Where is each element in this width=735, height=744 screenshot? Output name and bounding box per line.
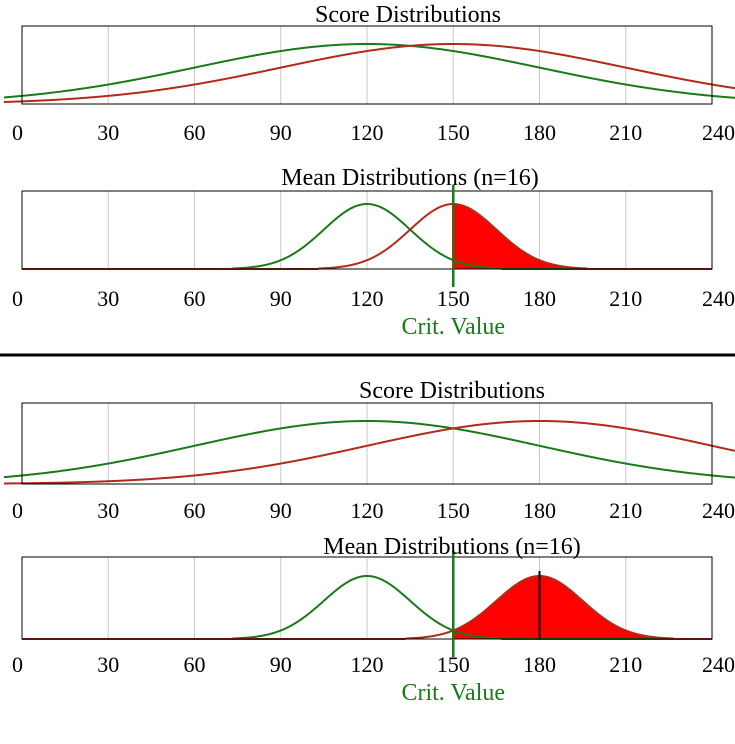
plot-frame	[21, 556, 713, 640]
panel-top-mean: Crit. Value 0 30 60 90 120 150 180 210 240 Mean Di…	[12, 165, 735, 340]
crit-value-label: Crit. Value	[401, 680, 505, 706]
x-tick-label: 30	[97, 120, 119, 145]
null-curve	[3, 420, 735, 479]
x-tick-label: 150	[437, 652, 470, 677]
x-tick-label: 90	[270, 120, 292, 145]
x-tick-label: 60	[184, 498, 206, 523]
x-tick-label: 60	[184, 120, 206, 145]
x-tick-label: 240	[702, 120, 735, 145]
x-tick-label: 120	[351, 498, 384, 523]
x-tick-label: 0	[12, 286, 23, 311]
panel-bottom-mean: Crit. Value 0 30 60 90 120 150 180 210 240 Mean Di…	[12, 534, 735, 706]
x-tick-label: 240	[702, 498, 735, 523]
x-tick-label: 30	[97, 286, 119, 311]
panel-title: Mean Distributions (n=16)	[281, 165, 539, 191]
x-tick-label: 150	[437, 120, 470, 145]
x-tick-label: 210	[609, 652, 642, 677]
x-tick-label: 0	[12, 120, 23, 145]
panel-title: Mean Distributions (n=16)	[323, 534, 581, 560]
x-tick-label: 180	[523, 286, 556, 311]
x-tick-label: 240	[702, 652, 735, 677]
x-tick-label: 150	[437, 498, 470, 523]
plot-frame	[21, 25, 713, 105]
null-curve	[3, 43, 735, 99]
x-tick-label: 120	[351, 286, 384, 311]
panel-bottom-score: 0 30 60 90 120 150 180 210 240 Score Distribution…	[3, 378, 735, 523]
panel-top-score: 0 30 60 90 120 150 180 210 240 Score Distribution…	[3, 2, 735, 145]
x-tick-label: 210	[609, 120, 642, 145]
x-tick-label: 150	[437, 286, 470, 311]
x-tick-label: 0	[12, 652, 23, 677]
x-tick-label: 60	[184, 652, 206, 677]
x-tick-label: 210	[609, 498, 642, 523]
x-tick-label: 30	[97, 652, 119, 677]
x-tick-label: 90	[270, 498, 292, 523]
x-tick-label: 90	[270, 652, 292, 677]
x-tick-label: 90	[270, 286, 292, 311]
x-tick-label: 30	[97, 498, 119, 523]
x-tick-label: 210	[609, 286, 642, 311]
x-tick-label: 60	[184, 286, 206, 311]
x-tick-label: 120	[351, 120, 384, 145]
x-tick-label: 180	[523, 120, 556, 145]
alt-curve	[3, 43, 735, 103]
panel-title: Score Distributions	[359, 378, 545, 404]
x-tick-label: 240	[702, 286, 735, 311]
x-tick-label: 180	[523, 498, 556, 523]
x-tick-label: 120	[351, 652, 384, 677]
alt-curve	[3, 420, 735, 485]
crit-value-label: Crit. Value	[401, 314, 505, 340]
panel-title: Score Distributions	[315, 2, 501, 28]
plot-frame	[21, 402, 713, 485]
x-tick-label: 180	[523, 652, 556, 677]
x-tick-label: 0	[12, 498, 23, 523]
plot-frame	[21, 190, 713, 270]
power-region	[453, 204, 712, 269]
power-region	[453, 576, 712, 639]
